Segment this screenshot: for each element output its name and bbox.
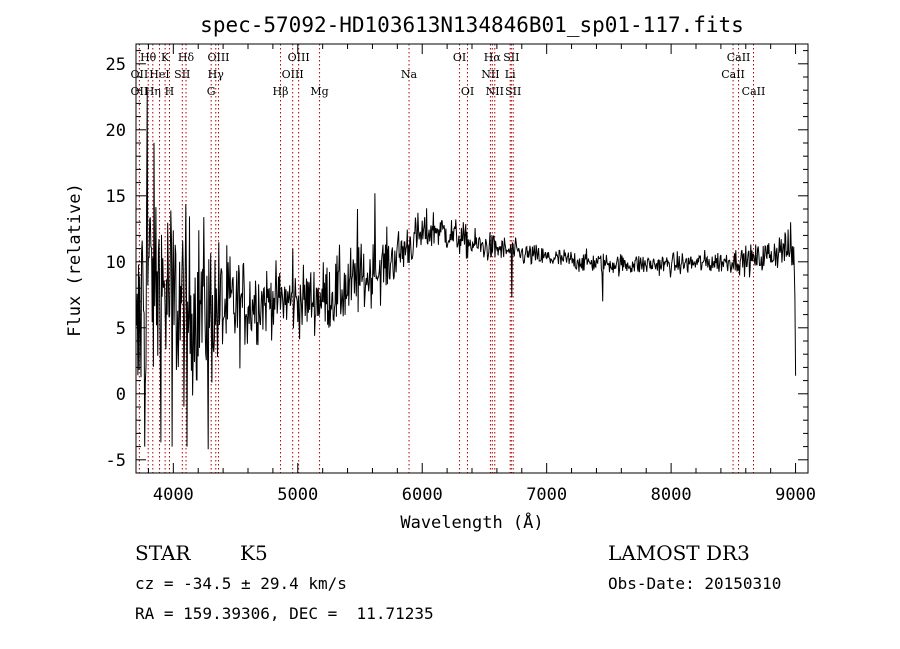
line-label: NII [486,85,504,98]
object-subclass: K5 [240,541,268,565]
x-tick-label: 9000 [775,485,816,505]
spectral-line-markers [138,44,754,473]
y-tick-label: 25 [106,55,126,75]
x-tick-label: 8000 [651,485,692,505]
line-label: H [165,85,175,98]
spectrum-line [135,90,797,450]
line-label: CaII [727,51,751,64]
axis-ticks: 4000 5000 6000 7000 8000 9000 -5 0 5 10 15 20 25 [106,44,816,505]
line-label: HeI [149,68,169,81]
line-label: Li [505,68,516,81]
line-label: SII [503,51,519,64]
line-label: K [161,51,170,64]
ra-dec-coordinates: RA = 159.39306, DEC = 11.71235 [135,604,434,623]
line-label: Na [401,68,418,81]
x-axis-label: Wavelength (Å) [400,511,543,533]
line-label: G [207,85,216,98]
line-label: OII [131,85,149,98]
y-tick-label: 0 [116,385,126,405]
line-label: OIII [288,51,310,64]
line-label: Hβ [273,85,289,98]
line-label: OII [131,68,149,81]
survey-name: LAMOST DR3 [608,541,750,565]
chart-title: spec-57092-HD103613N134846B01_sp01-117.f… [200,13,744,37]
observation-date: Obs-Date: 20150310 [608,574,782,593]
y-tick-label: 20 [106,121,126,141]
line-label: Hθ [140,51,157,64]
line-label: OIII [282,68,304,81]
x-tick-label: 6000 [402,485,443,505]
line-label: OI [461,85,474,98]
x-tick-label: 5000 [277,485,318,505]
line-label: SII [174,68,190,81]
spectral-line-labels: OII OII Hθ Hη HeI K H SII Hδ G Hγ OIII Hβ OIII OIII Mg N… [131,51,766,98]
x-tick-label: 4000 [153,485,194,505]
y-tick-label: 15 [106,187,126,207]
x-tick-label: 7000 [526,485,567,505]
line-label: OIII [207,51,229,64]
line-label: CaII [742,85,766,98]
line-label: Hγ [208,68,225,81]
line-label: Mg [310,85,328,98]
y-tick-label: 5 [116,319,126,339]
line-label: Hα [484,51,502,64]
y-tick-label: -5 [106,451,126,471]
y-tick-label: 10 [106,253,126,273]
y-axis-label: Flux (relative) [65,183,85,337]
object-class: STAR [135,541,191,565]
redshift-cz: cz = -34.5 ± 29.4 km/s [135,574,347,593]
line-label: Hη [145,85,161,98]
line-label: SII [505,85,521,98]
line-label: NII [481,68,499,81]
line-label: OI [453,51,466,64]
line-label: Hδ [178,51,195,64]
line-label: CaII [721,68,745,81]
